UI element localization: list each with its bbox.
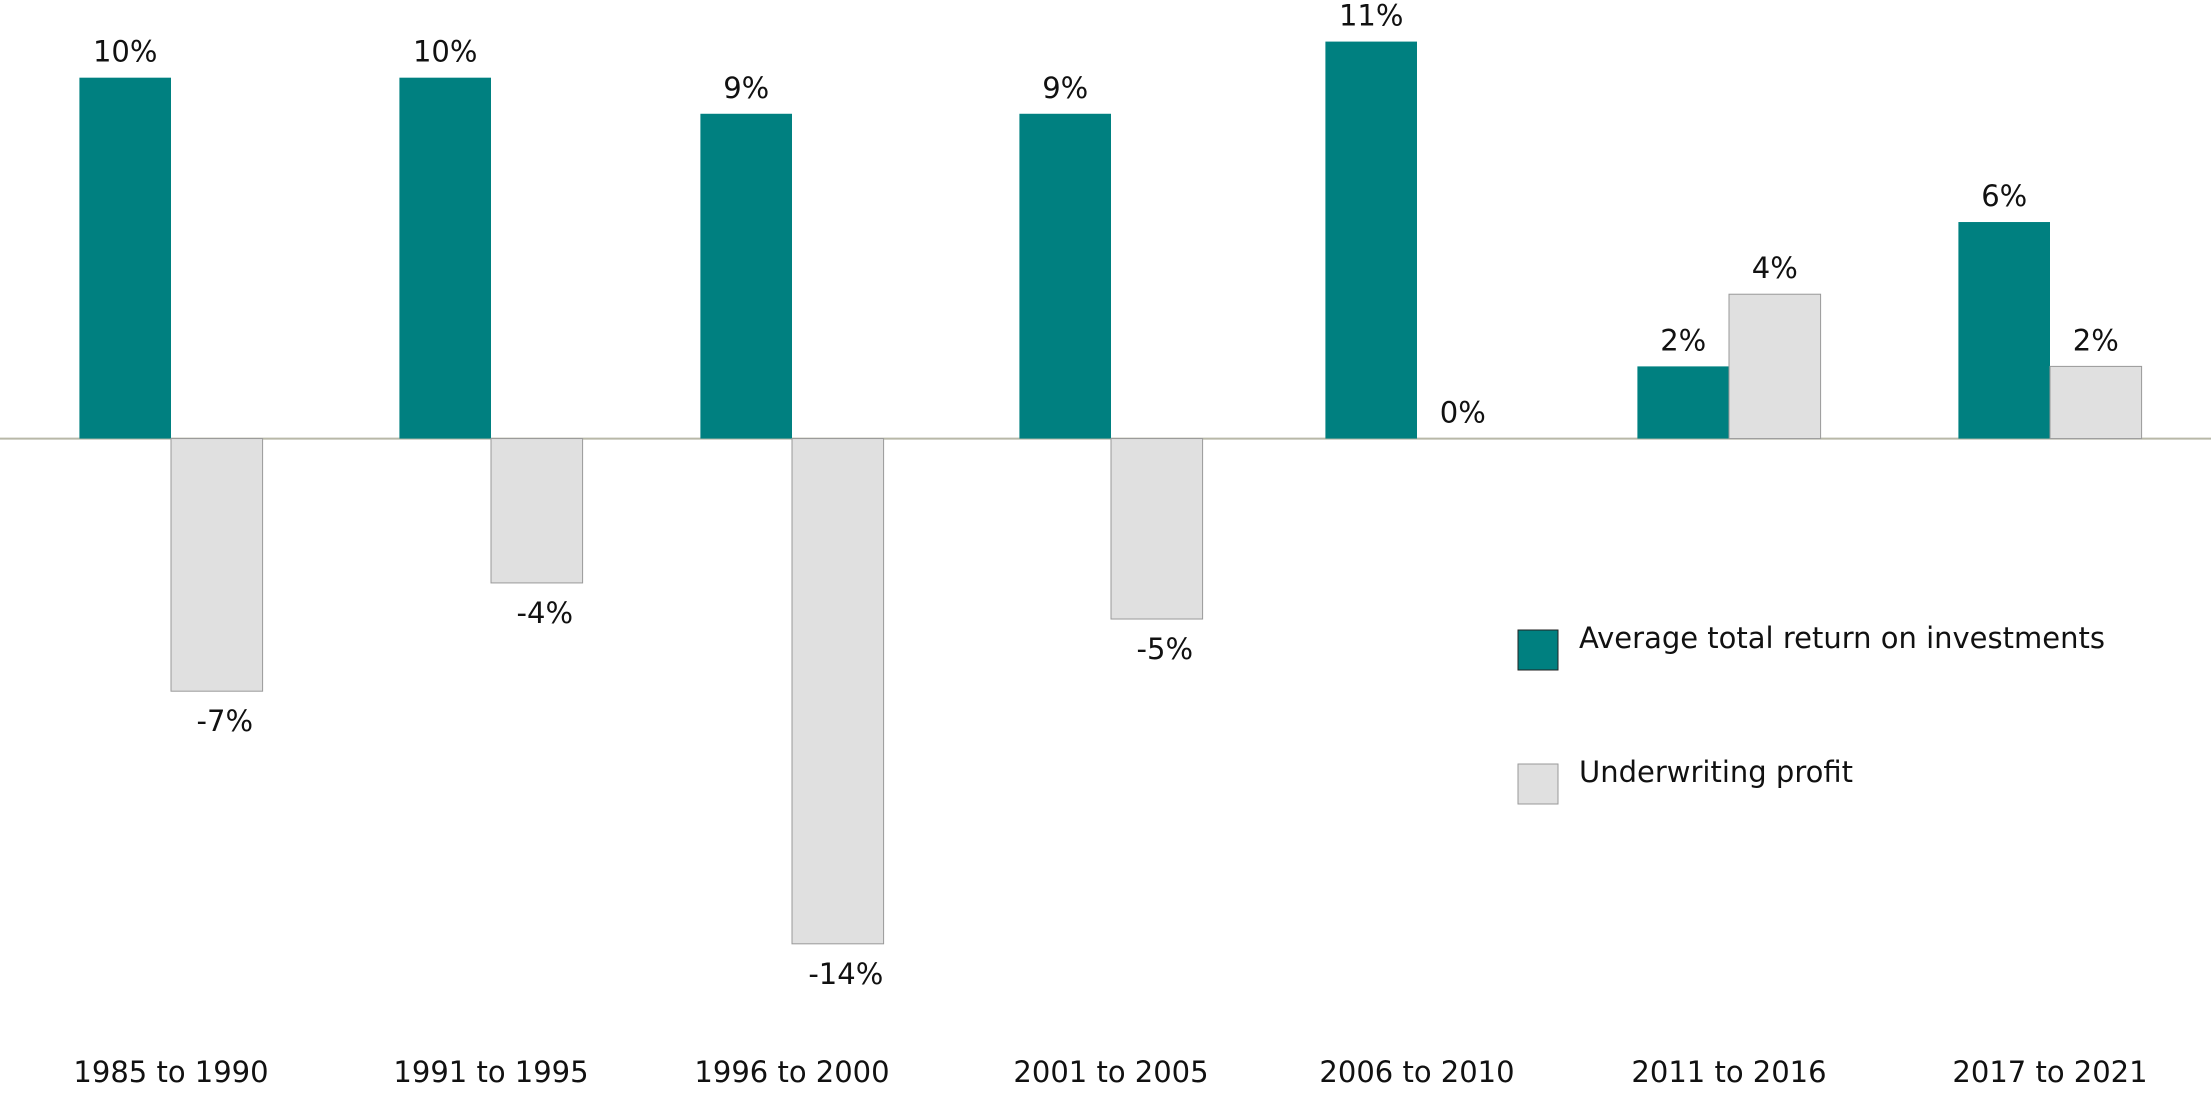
value-label: 6% xyxy=(1981,179,2027,213)
value-label: -14% xyxy=(808,957,883,991)
bar xyxy=(1325,41,1417,439)
value-label: 10% xyxy=(413,35,477,69)
bar xyxy=(399,77,491,439)
value-label: 9% xyxy=(1042,71,1088,105)
bar xyxy=(170,438,264,692)
value-label: 2% xyxy=(1660,323,1706,357)
value-label: -5% xyxy=(1137,632,1193,666)
value-label: 9% xyxy=(723,71,769,105)
legend-label: Average total return on investments xyxy=(1579,621,2105,655)
legend-swatch xyxy=(1517,629,1559,671)
value-label: 0% xyxy=(1440,396,1486,430)
x-tick-label: 1991 to 1995 xyxy=(393,1055,588,1089)
bar xyxy=(1958,222,2050,439)
value-label: 11% xyxy=(1339,0,1403,33)
bar xyxy=(79,77,171,439)
bar xyxy=(1019,113,1111,439)
x-tick-label: 1996 to 2000 xyxy=(694,1055,889,1089)
bar xyxy=(1728,293,1822,440)
value-label: 2% xyxy=(2073,323,2119,357)
x-tick-label: 1985 to 1990 xyxy=(73,1055,268,1089)
x-tick-label: 2017 to 2021 xyxy=(1952,1055,2147,1089)
x-tick-label: 2011 to 2016 xyxy=(1631,1055,1826,1089)
x-tick-label: 2006 to 2010 xyxy=(1319,1055,1514,1089)
value-label: -4% xyxy=(517,596,573,630)
bar xyxy=(700,113,792,439)
bar xyxy=(1110,438,1204,620)
bar xyxy=(2049,365,2143,440)
value-label: -7% xyxy=(197,704,253,738)
x-tick-label: 2001 to 2005 xyxy=(1013,1055,1208,1089)
bar xyxy=(490,438,584,584)
legend-label: Underwriting profit xyxy=(1579,755,1853,789)
bar xyxy=(791,438,885,945)
value-label: 4% xyxy=(1752,251,1798,285)
bar xyxy=(1637,366,1729,439)
value-label: 10% xyxy=(93,35,157,69)
legend-swatch xyxy=(1517,763,1559,805)
